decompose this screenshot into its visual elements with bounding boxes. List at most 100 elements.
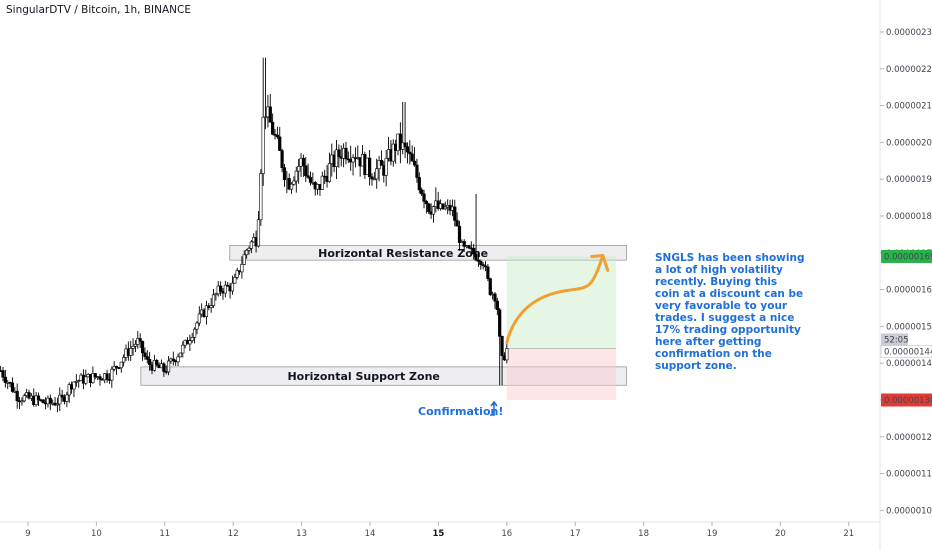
price-tag-current: 0.00000144 xyxy=(884,347,932,357)
analysis-note: SNGLS has been showing a lot of high vol… xyxy=(655,252,805,372)
candle-body xyxy=(457,225,462,243)
candle-body xyxy=(48,397,52,404)
countdown-bg xyxy=(881,333,908,346)
candle-body xyxy=(178,352,182,358)
candle-body xyxy=(110,368,114,381)
candle-body xyxy=(233,277,237,284)
candle-body xyxy=(55,403,60,406)
time-axis: 9 10 11 12 13 14 15 16 17 18 19 20 21 xyxy=(0,521,880,539)
candle-body xyxy=(105,373,109,380)
candle-body xyxy=(431,206,436,215)
candle-body xyxy=(129,348,133,356)
candle-body xyxy=(410,153,414,162)
candle-body xyxy=(242,254,246,265)
time-tick-label: 16 xyxy=(501,529,512,539)
candle-body xyxy=(226,284,230,287)
price-tag-stop-bg xyxy=(881,393,932,407)
candle-body xyxy=(245,249,249,256)
candle-body xyxy=(268,106,272,123)
candle-body xyxy=(415,164,419,178)
candle-body xyxy=(403,142,407,147)
candle-body xyxy=(3,376,7,383)
candle-body xyxy=(453,206,457,221)
candle-body xyxy=(474,253,478,261)
time-tick-label: 10 xyxy=(91,529,102,539)
candle-body xyxy=(282,167,287,181)
candle-body xyxy=(292,180,296,185)
candle-body xyxy=(145,356,149,360)
support-zone[interactable] xyxy=(140,366,627,386)
stop-zone[interactable] xyxy=(506,348,617,400)
candle-body xyxy=(214,293,218,296)
candle-body xyxy=(84,376,88,384)
candle-body xyxy=(67,384,71,396)
candle-body xyxy=(162,363,166,372)
candle-body xyxy=(467,245,471,249)
candle-body xyxy=(370,176,374,180)
candle-body xyxy=(287,178,291,190)
candle-body xyxy=(398,133,402,150)
candle-body xyxy=(98,376,102,380)
candle-body xyxy=(143,352,147,357)
candle-body xyxy=(41,399,45,404)
time-tick-label: 14 xyxy=(365,529,376,539)
candle-body xyxy=(152,359,156,371)
candle-body xyxy=(181,344,185,354)
candle-body xyxy=(256,219,261,247)
candle-body xyxy=(301,157,305,167)
candle-body xyxy=(486,266,490,279)
candle-body xyxy=(372,178,376,181)
candle-body xyxy=(280,150,284,168)
candle-body xyxy=(368,157,372,178)
candle-body xyxy=(166,360,171,373)
candle-body xyxy=(197,313,201,324)
candle-body xyxy=(505,348,509,361)
candle-body xyxy=(424,201,428,205)
candle-body xyxy=(472,247,476,255)
candle-body xyxy=(263,116,268,119)
price-tag-target: 0.00000169 xyxy=(884,253,932,263)
candle-body xyxy=(344,147,348,160)
time-tick-label: 12 xyxy=(228,529,239,539)
candle-body xyxy=(36,395,41,401)
time-tick-label: 20 xyxy=(775,529,786,539)
time-tick-label: 9 xyxy=(25,529,30,539)
time-tick-label: 17 xyxy=(570,529,581,539)
candle-body xyxy=(384,157,388,176)
price-tag-stop: 0.00000130 xyxy=(884,396,932,406)
symbol-title: SingularDTV / Bitcoin, 1h, BINANCE xyxy=(6,4,191,16)
candle-body xyxy=(10,382,15,392)
target-zone[interactable] xyxy=(506,256,617,349)
candle-body xyxy=(412,160,417,166)
candle-body xyxy=(259,173,263,221)
candle-body xyxy=(247,248,251,251)
candle-body xyxy=(230,282,235,292)
candle-body xyxy=(479,260,483,265)
candle-body xyxy=(351,157,355,163)
candle-body xyxy=(294,170,298,182)
candle-body xyxy=(93,373,97,378)
candle-body xyxy=(408,151,412,155)
candle-body xyxy=(176,356,180,363)
candle-body xyxy=(271,121,275,135)
candle-body xyxy=(133,343,138,347)
candle-body xyxy=(443,206,447,210)
confirmation-label: Confirmation! xyxy=(418,405,504,418)
candle-body xyxy=(495,300,499,311)
candle-body xyxy=(308,177,313,183)
position-layer xyxy=(506,256,617,400)
resistance-zone[interactable] xyxy=(229,245,627,261)
candle-body xyxy=(188,340,192,345)
candle-body xyxy=(190,337,194,341)
candle-body xyxy=(140,340,145,354)
candle-body xyxy=(500,336,504,356)
